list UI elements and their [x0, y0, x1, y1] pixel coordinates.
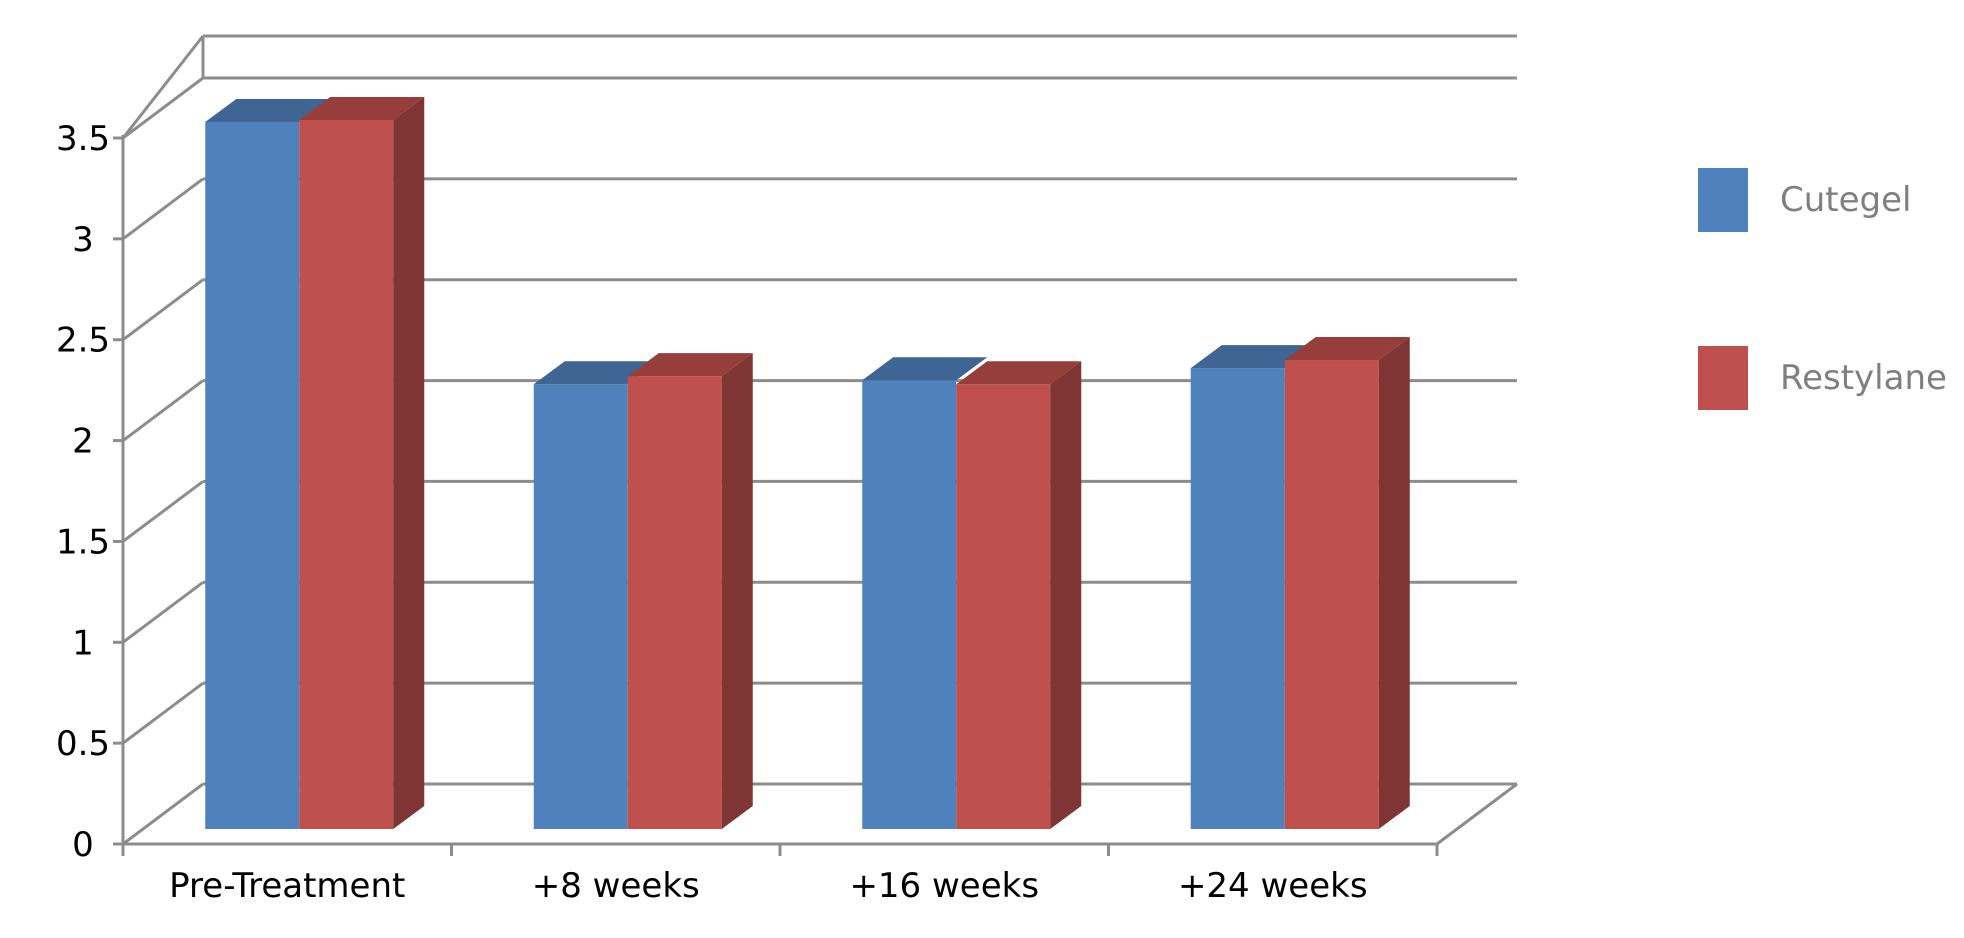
y-tick-label: 3.5: [56, 119, 110, 159]
bar-restylane-side: [721, 353, 753, 829]
x-tick-label: +8 weeks: [532, 866, 700, 906]
x-tick-label: Pre-Treatment: [169, 866, 405, 906]
bar-cutegel-front: [205, 122, 300, 829]
y-tick-label: 1: [72, 623, 94, 663]
y-tick-label: 2.5: [56, 321, 110, 361]
bar-cutegel-front: [862, 380, 957, 829]
y-tick-label: 3: [72, 220, 94, 260]
legend-swatch-cutegel: [1698, 168, 1748, 232]
side-wall-gridline: [122, 581, 204, 644]
floor-right-edge: [1436, 782, 1518, 846]
bar-cutegel-top: [1190, 345, 1316, 369]
side-wall-gridline: [122, 379, 204, 442]
side-wall-gridline: [122, 782, 204, 846]
chart-legend: Cutegel Restylane: [1698, 168, 1947, 410]
y-tick-label: 0: [72, 825, 94, 865]
bar-restylane-front: [299, 119, 394, 830]
bar-cutegel-top: [862, 357, 988, 381]
x-tick-label: +24 weeks: [1178, 866, 1368, 906]
side-wall-gridline: [122, 278, 204, 341]
chart-bars: [205, 96, 1410, 830]
y-tick-label: 1.5: [56, 522, 110, 562]
legend-swatch-restylane: [1698, 346, 1748, 410]
side-wall-top-edge: [121, 35, 205, 139]
side-wall-gridline: [122, 76, 204, 140]
legend-label-cutegel: Cutegel: [1780, 180, 1911, 220]
bar-restylane-side: [1050, 361, 1082, 829]
y-tick-label: 2: [72, 422, 94, 462]
side-wall-gridline: [122, 681, 204, 745]
bar-cutegel-top: [533, 361, 659, 385]
bar-cutegel-front: [1190, 368, 1285, 829]
y-tick-label: 0.5: [56, 724, 110, 764]
bar-restylane-side: [1378, 337, 1410, 829]
side-wall-gridline: [122, 177, 204, 241]
bar-restylane-top: [627, 353, 753, 377]
bar-cutegel-top: [205, 99, 331, 122]
bar-restylane-top: [956, 361, 1082, 385]
bar-restylane-front: [1284, 360, 1379, 829]
bar-restylane-side: [393, 96, 425, 830]
bar-restylane-top: [299, 96, 425, 120]
legend-label-restylane: Restylane: [1780, 358, 1947, 398]
bar-restylane-front: [956, 384, 1051, 829]
bar-restylane-front: [627, 376, 722, 829]
x-tick-label: +16 weeks: [849, 866, 1039, 906]
bar-cutegel-front: [533, 384, 628, 829]
side-wall-gridline: [122, 480, 204, 543]
chart-axes: 0 0.5 1 1.5 2 2.5 3 3.5 Pre-Treatment +8 weeks +16…: [56, 119, 1439, 906]
bar-restylane-top: [1284, 337, 1410, 361]
